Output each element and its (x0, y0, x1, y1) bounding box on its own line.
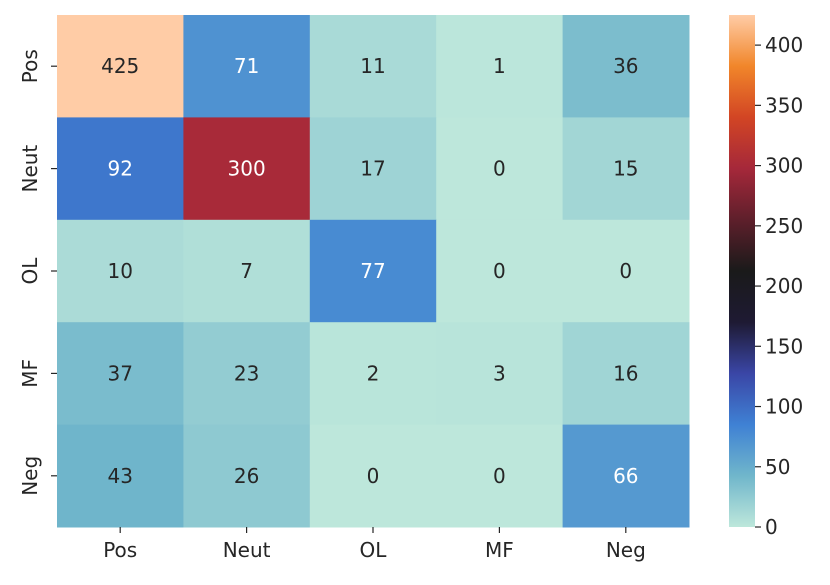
cell-value-label: 43 (107, 464, 132, 488)
heatmap-cell (436, 15, 564, 118)
cell-value-label: 37 (107, 361, 132, 385)
cell-value-label: 300 (228, 157, 266, 181)
cell-value-label: 0 (367, 464, 380, 488)
cell-value-label: 0 (493, 259, 506, 283)
heatmap-cell (562, 424, 690, 528)
heatmap-cell (309, 219, 437, 323)
colorbar-gradient (729, 15, 755, 527)
y-tick-label: Pos (18, 49, 42, 83)
heatmap-cell (436, 219, 564, 323)
heatmap-cell (183, 219, 311, 323)
cell-value-label: 26 (234, 464, 259, 488)
y-axis: Pos Neut OL MF Neg (18, 49, 57, 496)
colorbar: 0 50 100 150 200 250 300 350 400 (729, 15, 803, 539)
heatmap-cell (183, 15, 311, 118)
cell-value-label: 0 (493, 464, 506, 488)
cell-value-label: 0 (493, 157, 506, 181)
x-tick-label: Neg (606, 538, 646, 562)
heatmap-cell (436, 424, 564, 528)
heatmap-cell (436, 322, 564, 426)
y-tick-label: MF (18, 359, 42, 388)
colorbar-tick-label: 250 (765, 214, 803, 238)
colorbar-tick-label: 100 (765, 395, 803, 419)
heatmap-cell (57, 117, 184, 221)
x-tick-label: OL (360, 538, 388, 562)
cell-value-label: 425 (101, 54, 139, 78)
cell-value-label: 36 (613, 54, 638, 78)
cell-value-label: 11 (360, 54, 385, 78)
y-tick-label: Neg (18, 456, 42, 496)
colorbar-tick-label: 200 (765, 274, 803, 298)
cell-value-label: 2 (367, 361, 380, 385)
cell-value-label: 7 (240, 259, 253, 283)
heatmap-cell (57, 424, 184, 528)
cell-value-label: 92 (107, 157, 132, 181)
heatmap-cell (57, 322, 184, 426)
x-tick-label: Neut (223, 538, 271, 562)
heatmap-cell (183, 117, 311, 221)
heatmap-cell (57, 219, 184, 323)
cell-value-label: 0 (619, 259, 632, 283)
cell-value-label: 1 (493, 54, 506, 78)
colorbar-tick-label: 0 (765, 515, 778, 539)
colorbar-tick-label: 150 (765, 334, 803, 358)
cell-value-label: 10 (107, 259, 132, 283)
y-tick-label: OL (18, 257, 42, 285)
cell-value-label: 23 (234, 361, 259, 385)
heatmap-cell (309, 322, 437, 426)
heatmap-cell (309, 15, 437, 118)
colorbar-tick-label: 300 (765, 154, 803, 178)
heatmap-cell (562, 219, 690, 323)
cell-value-label: 66 (613, 464, 638, 488)
heatmap-cell (309, 424, 437, 528)
cell-value-label: 71 (234, 54, 259, 78)
cell-value-label: 3 (493, 361, 506, 385)
cell-value-label: 77 (360, 259, 385, 283)
colorbar-tick-label: 400 (765, 33, 803, 57)
heatmap-cell (562, 322, 690, 426)
heatmap-cell (183, 322, 311, 426)
colorbar-tick-label: 350 (765, 93, 803, 117)
heatmap-cell (562, 15, 690, 118)
heatmap-cell (183, 424, 311, 528)
x-tick-label: Pos (103, 538, 137, 562)
cell-value-label: 16 (613, 361, 638, 385)
heatmap-cell (309, 117, 437, 221)
heatmap-cell (436, 117, 564, 221)
heatmap-cell (57, 15, 184, 118)
y-tick-label: Neut (18, 145, 42, 193)
x-tick-label: MF (485, 538, 514, 562)
cell-value-label: 17 (360, 157, 385, 181)
colorbar-tick-label: 50 (765, 455, 790, 479)
cell-value-label: 15 (613, 157, 638, 181)
x-axis: Pos Neut OL MF Neg (103, 527, 646, 562)
heatmap-cell (562, 117, 690, 221)
